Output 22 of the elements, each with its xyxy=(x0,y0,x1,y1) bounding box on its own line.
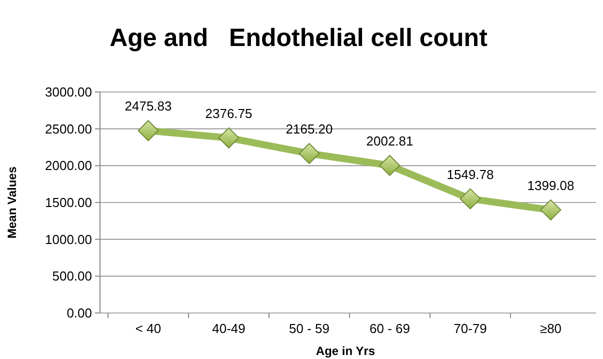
x-tick-label: ≥80 xyxy=(540,321,562,336)
x-tick-label: 50 - 59 xyxy=(289,321,330,336)
x-tick-label: 60 - 69 xyxy=(370,321,410,336)
y-tick-label: 500.00 xyxy=(52,268,92,284)
x-tick-label: 40-49 xyxy=(212,321,246,336)
data-label: 2002.81 xyxy=(366,133,414,148)
x-axis-title: Age in Yrs xyxy=(316,344,376,358)
x-tick-label: 70-79 xyxy=(454,321,487,336)
data-label: 2475.83 xyxy=(124,98,172,114)
y-tick-label: 2500.00 xyxy=(45,121,92,136)
y-tick-label: 1500.00 xyxy=(45,195,92,210)
y-tick-label: 2000.00 xyxy=(45,158,92,174)
data-label: 1399.08 xyxy=(527,178,574,193)
y-axis-title: Mean Values xyxy=(5,166,19,239)
x-tick-label: < 40 xyxy=(135,321,162,336)
y-tick-label: 0.00 xyxy=(66,306,92,321)
chart-title: Age and Endothelial cell count xyxy=(110,24,488,52)
data-label: 2376.75 xyxy=(205,106,252,121)
data-label: 2165.20 xyxy=(286,121,333,136)
y-tick-label: 3000.00 xyxy=(45,84,92,100)
y-tick-label: 1000.00 xyxy=(45,232,92,247)
data-label: 1549.78 xyxy=(446,166,494,182)
